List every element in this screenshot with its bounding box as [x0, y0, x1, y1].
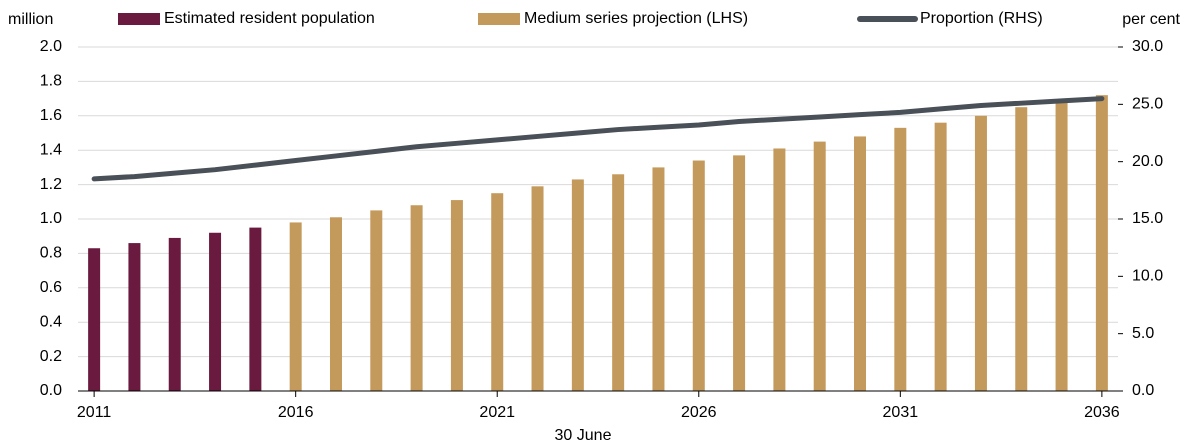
x-tick-label: 2016	[278, 404, 314, 421]
bar	[934, 122, 947, 392]
bar	[773, 148, 786, 391]
bar	[249, 227, 262, 391]
x-tick-label: 2036	[1084, 404, 1120, 421]
bar	[1015, 107, 1028, 391]
y-tick-label: 0.8	[40, 245, 62, 262]
legend-swatch	[118, 13, 160, 25]
y2-tick-label: 5.0	[1132, 325, 1154, 342]
legend-label: Medium series projection (LHS)	[524, 10, 748, 27]
bar	[329, 217, 342, 391]
bar	[854, 136, 867, 391]
y2-tick-label: 30.0	[1132, 38, 1163, 55]
bar	[88, 248, 101, 391]
x-tick-label: 2026	[681, 404, 717, 421]
y-axis-label: million	[8, 11, 53, 28]
bar	[652, 167, 665, 391]
y-tick-label: 1.8	[40, 73, 62, 90]
bar	[410, 205, 423, 391]
bar	[1055, 102, 1068, 391]
bar	[370, 210, 383, 391]
legend-label: Estimated resident population	[164, 10, 375, 27]
x-tick-label: 2021	[479, 404, 515, 421]
y2-axis-label: per cent	[1122, 11, 1180, 28]
y-tick-label: 1.4	[40, 141, 62, 158]
y-tick-label: 0.2	[40, 348, 62, 365]
bar	[491, 193, 504, 391]
bar	[1095, 95, 1108, 391]
y-tick-label: 2.0	[40, 38, 62, 55]
bar	[531, 186, 544, 391]
y2-tick-label: 20.0	[1132, 153, 1163, 170]
bar	[209, 232, 222, 391]
y-tick-label: 0.0	[40, 382, 62, 399]
y-tick-label: 0.6	[40, 279, 62, 296]
y-tick-label: 1.2	[40, 176, 62, 193]
x-axis-label: 30 June	[555, 427, 612, 444]
bar	[612, 174, 625, 391]
y2-tick-label: 15.0	[1132, 210, 1163, 227]
bar	[974, 115, 987, 392]
bar	[733, 155, 746, 391]
y2-tick-label: 0.0	[1132, 382, 1154, 399]
y-tick-label: 0.4	[40, 313, 62, 330]
x-tick-label: 2031	[883, 404, 919, 421]
y-tick-label: 1.6	[40, 107, 62, 124]
line	[91, 96, 1105, 182]
bar	[894, 127, 907, 391]
y2-tick-label: 25.0	[1132, 96, 1163, 113]
bar	[450, 200, 463, 391]
x-tick-label: 2011	[77, 404, 112, 421]
bar	[289, 222, 302, 391]
bar	[692, 160, 705, 391]
bar	[128, 243, 141, 391]
y-tick-label: 1.0	[40, 210, 62, 227]
bar	[571, 179, 584, 391]
legend-label: Proportion (RHS)	[920, 10, 1043, 27]
y2-tick-label: 10.0	[1132, 268, 1163, 285]
bar	[813, 141, 826, 391]
bar	[168, 237, 181, 391]
legend-swatch	[478, 13, 520, 25]
